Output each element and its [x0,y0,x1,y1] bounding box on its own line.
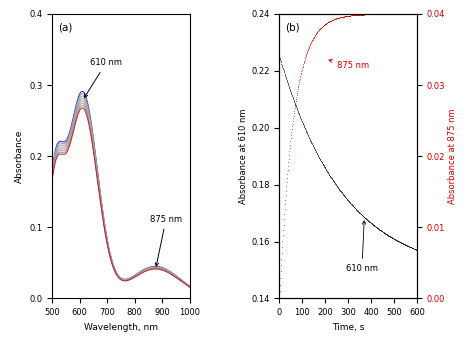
Text: 875 nm: 875 nm [150,215,182,266]
Text: (a): (a) [58,23,72,32]
Text: 610 nm: 610 nm [346,221,378,273]
Y-axis label: Absorbance at 875 nm: Absorbance at 875 nm [448,108,457,204]
X-axis label: Time, s: Time, s [332,323,365,332]
Y-axis label: Absorbance at 610 nm: Absorbance at 610 nm [239,108,248,204]
Text: (b): (b) [285,23,300,32]
X-axis label: Wavelength, nm: Wavelength, nm [84,323,158,332]
Y-axis label: Absorbance: Absorbance [15,129,24,183]
Text: 610 nm: 610 nm [84,58,122,98]
Text: 875 nm: 875 nm [329,59,369,70]
